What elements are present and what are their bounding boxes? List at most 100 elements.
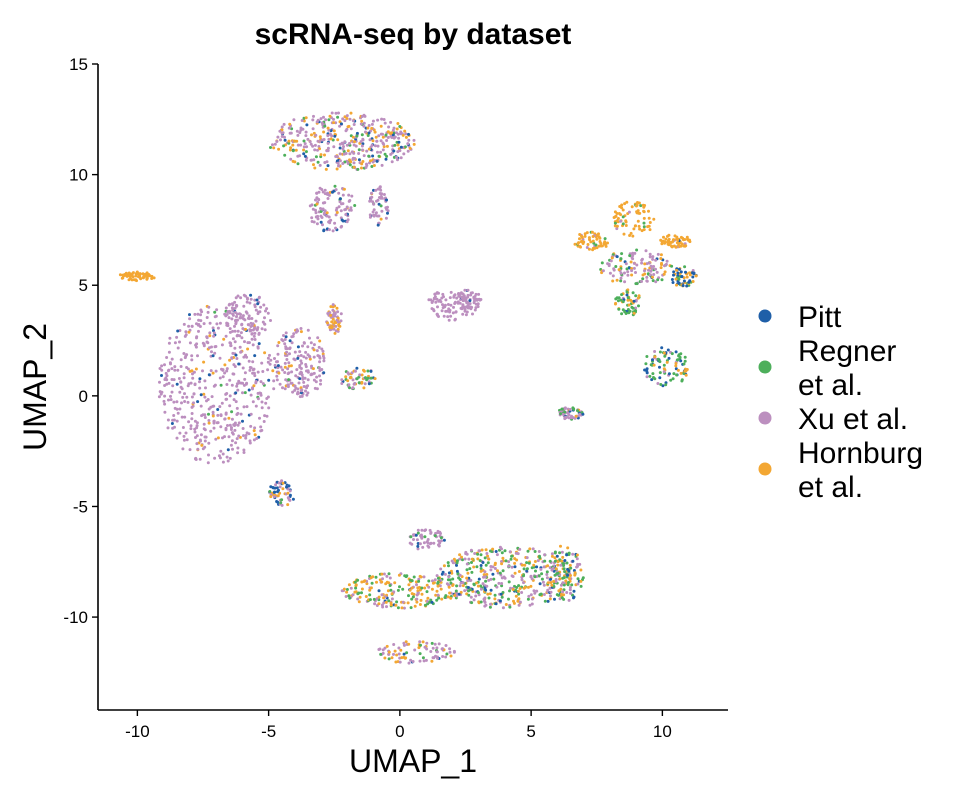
data-point [241,366,245,370]
data-point [441,570,445,574]
data-point [172,378,176,382]
data-point [285,354,289,357]
data-point [158,380,161,384]
data-point [255,437,259,440]
data-point [568,586,572,589]
data-point [358,595,362,599]
data-point [231,351,235,355]
data-point [399,132,403,136]
data-point [683,369,687,373]
data-point [667,356,671,360]
data-point [444,655,448,659]
data-point [464,313,468,317]
data-point [672,372,676,376]
data-point [321,223,324,227]
data-point [445,309,449,313]
data-point [475,297,479,301]
data-point [289,364,293,368]
data-point [479,587,483,591]
data-point [507,580,511,584]
data-point [443,572,447,576]
data-point [331,317,335,321]
data-point [409,658,413,662]
data-point [247,341,251,345]
data-point [380,209,384,213]
data-point [253,303,257,307]
data-point [433,642,437,646]
data-point [440,309,444,313]
data-point [256,370,260,374]
y-tick-label: 0 [79,387,88,406]
data-point [211,414,215,418]
data-point [362,369,366,373]
data-point [309,142,313,146]
data-point [647,209,650,213]
data-point [651,255,655,259]
data-point [323,153,326,157]
data-point [341,117,345,121]
data-point [583,232,587,236]
data-point [298,131,302,135]
data-point [233,346,237,350]
data-point [514,594,518,598]
data-point [334,111,338,115]
data-point [567,581,570,584]
data-point [275,486,279,490]
data-point [648,374,652,378]
data-point [395,131,398,135]
data-point [304,356,308,360]
legend-swatch [758,411,772,425]
data-point [221,368,225,372]
data-point [466,293,470,297]
data-point [631,257,635,261]
data-point [615,219,619,223]
data-point [448,591,452,595]
data-point [651,275,654,279]
data-point [199,393,203,397]
data-point [483,604,487,608]
data-point [511,588,515,591]
data-point [662,351,666,355]
data-point [303,142,307,146]
data-point [440,539,443,543]
data-point [510,554,514,558]
data-point [170,357,174,361]
data-point [648,221,652,224]
data-point [342,587,346,591]
data-point [384,133,388,137]
data-point [358,373,362,377]
data-point [396,606,400,610]
data-point [198,457,202,461]
data-point [684,244,688,248]
data-point [207,407,211,411]
data-point [338,152,342,156]
data-point [436,656,439,660]
data-point [515,586,519,589]
data-point [455,584,459,588]
data-point [315,349,319,353]
data-point [379,193,383,196]
data-point [682,276,686,280]
data-point [328,190,332,194]
data-point [613,210,617,214]
data-point [224,314,228,318]
data-point [193,430,197,434]
data-point [431,656,435,660]
data-point [280,135,284,138]
x-tick-label: -10 [125,722,150,741]
data-point [415,593,419,597]
data-point [285,347,289,351]
data-point [560,559,564,563]
data-point [685,368,689,371]
data-point [178,407,182,411]
data-point [322,130,326,134]
data-point [316,160,320,164]
data-point [453,318,457,322]
data-point [283,342,287,346]
data-point [340,589,344,593]
data-point [684,270,687,274]
data-point [386,211,389,215]
data-point [293,350,297,354]
data-point [656,357,660,361]
data-point [501,606,505,610]
